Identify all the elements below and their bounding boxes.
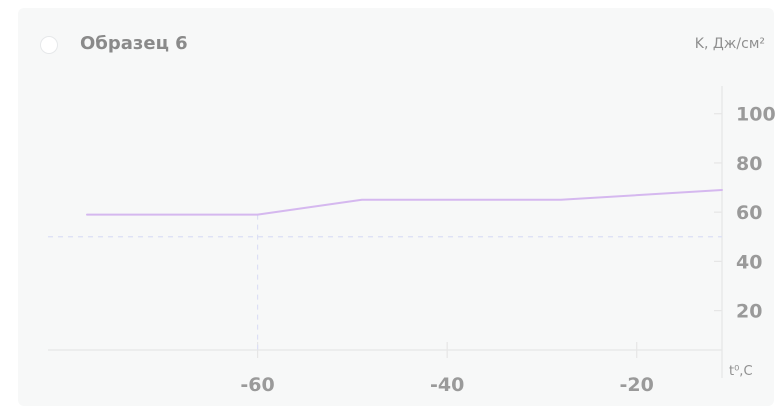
chart-header: Образец 6 K, Дж/см²: [0, 0, 783, 90]
chart-card: [18, 8, 774, 406]
y-tick-label: 40: [736, 251, 762, 273]
x-tick-label: -20: [620, 374, 654, 396]
chart-series: [86, 189, 723, 216]
x-tick-label: -40: [430, 374, 464, 396]
x-axis-label: t⁰,C: [729, 364, 753, 379]
y-tick-label: 80: [736, 153, 762, 175]
x-tick-label: -60: [240, 374, 274, 396]
y-axis-label: K, Дж/см²: [694, 36, 765, 52]
chart-title: Образец 6: [80, 33, 188, 54]
chart-axes: [48, 86, 723, 378]
y-tick-label: 60: [736, 202, 762, 224]
reference-lines: [48, 214, 722, 350]
y-tick-label: 100: [736, 104, 776, 126]
y-tick-label: 20: [736, 301, 762, 323]
series-line: [86, 189, 723, 216]
sample-select-radio[interactable]: [40, 36, 58, 54]
tick-labels: 20 40 60 80 100 -60 -40 -20: [240, 104, 775, 396]
